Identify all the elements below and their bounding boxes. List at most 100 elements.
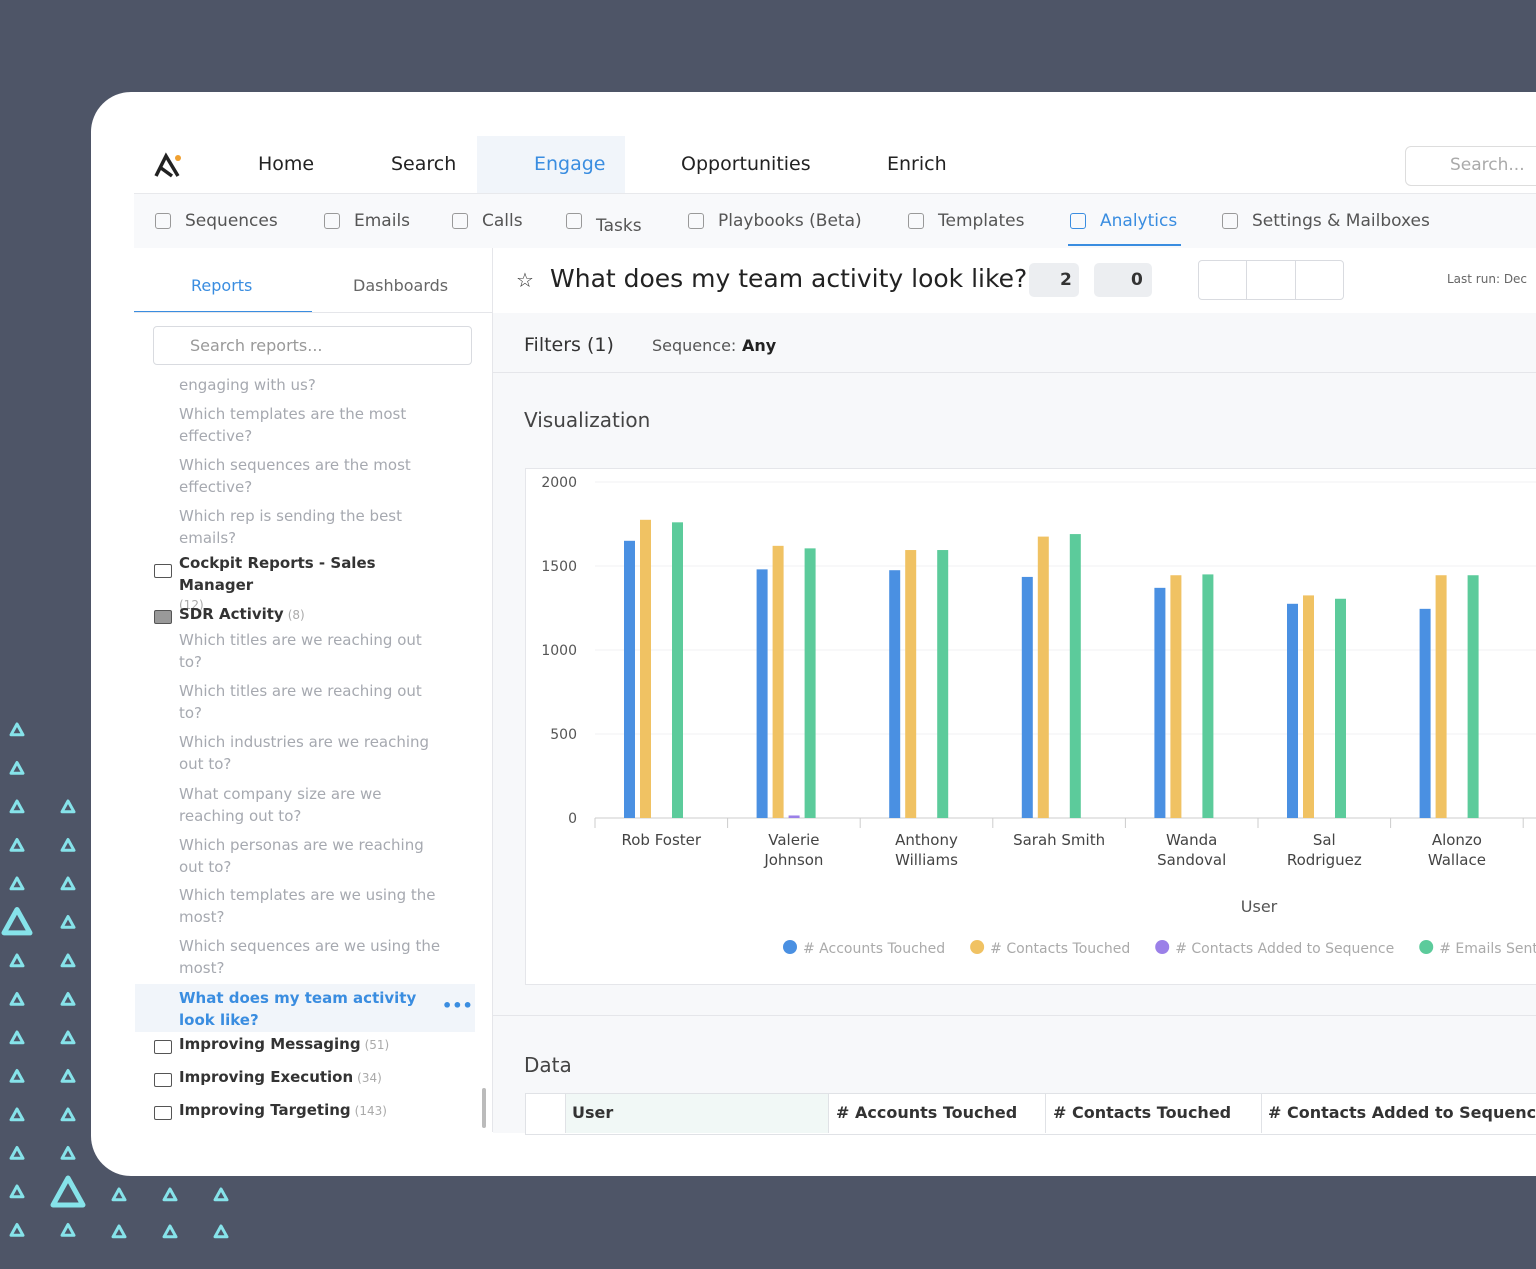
item-text: Which templates are the most effective?: [179, 405, 407, 445]
item-text: What does my team activity look like?: [179, 989, 417, 1029]
report-item[interactable]: Which titles are we reaching out to?: [179, 680, 449, 724]
sidebar-tab[interactable]: Reports: [191, 276, 253, 295]
bar: [772, 545, 784, 818]
search-placeholder: Search...: [1450, 155, 1525, 175]
x-tick-label: Rob Foster: [622, 831, 702, 849]
triangle: [60, 953, 76, 968]
item-text: Improving Execution: [179, 1068, 354, 1086]
triangle: [9, 1184, 25, 1199]
report-item[interactable]: engaging with us?: [179, 374, 449, 396]
nav-item[interactable]: Search: [391, 153, 457, 175]
y-tick-label: 1500: [541, 559, 577, 575]
report-item[interactable]: Which industries are we reaching out to?: [179, 731, 449, 775]
bar: [1202, 574, 1214, 818]
global-search[interactable]: [1405, 146, 1536, 186]
badge-count: 2: [1060, 270, 1072, 290]
item-text: Which sequences are the most effective?: [179, 456, 411, 496]
legend-marker: [970, 940, 985, 954]
subnav-item[interactable]: Templates: [938, 211, 1025, 231]
subnav-item[interactable]: Emails: [354, 211, 411, 231]
cell-border: [565, 1093, 566, 1133]
nav-item[interactable]: Home: [258, 153, 315, 175]
icon: [566, 213, 582, 229]
column-header: # Contacts Added to Sequence: [1268, 1103, 1536, 1122]
report-item[interactable]: Which sequences are the most effective?: [179, 454, 449, 498]
triangle: [9, 722, 25, 737]
legend-label[interactable]: # Contacts Added to Sequence: [1175, 941, 1394, 957]
item-count: (143): [354, 1104, 387, 1118]
triangle: [9, 1223, 25, 1237]
column-header: # Contacts Touched: [1053, 1103, 1232, 1122]
filters-label: Filters (1): [524, 334, 614, 356]
item-count: (8): [287, 608, 305, 622]
report-item[interactable]: Which sequences are we using the most?: [179, 935, 449, 979]
bar: [1021, 576, 1033, 818]
report-item[interactable]: Which rep is sending the best emails?: [179, 505, 449, 549]
y-tick-label: 1000: [541, 643, 577, 659]
report-search[interactable]: [153, 326, 472, 365]
section-title: Visualization: [524, 408, 651, 432]
subnav-item[interactable]: Tasks: [596, 216, 642, 236]
logo: [154, 152, 181, 178]
report-item[interactable]: Improving Execution (34): [179, 1066, 449, 1089]
bar: [1154, 587, 1166, 818]
icon: [1070, 213, 1086, 229]
toolbar-sep: [1295, 260, 1296, 300]
legend-label[interactable]: # Emails Sent: [1439, 941, 1536, 957]
triangle: [1, 907, 33, 936]
search-placeholder: Search reports...: [190, 336, 323, 355]
bar: [937, 550, 949, 818]
nav-item[interactable]: Engage: [534, 153, 606, 175]
legend-label[interactable]: # Contacts Touched: [990, 941, 1130, 957]
icon: [1222, 213, 1238, 229]
x-tick-label: Alonzo Wallace: [1428, 831, 1486, 869]
active-underline: [1068, 244, 1181, 246]
subnav-item[interactable]: Sequences: [185, 211, 278, 231]
folder-icon: [154, 610, 172, 624]
sidebar-border: [492, 248, 493, 1132]
sidebar-tab[interactable]: Dashboards: [353, 276, 449, 295]
cell-border: [1261, 1093, 1262, 1133]
report-item[interactable]: Which titles are we reaching out to?: [179, 629, 449, 673]
icon: [452, 213, 468, 229]
y-tick-label: 0: [568, 811, 577, 827]
nav-item[interactable]: Opportunities: [681, 153, 811, 175]
star-icon[interactable]: ☆: [516, 268, 534, 292]
triangle: [9, 876, 25, 891]
folder-icon: [154, 1073, 172, 1087]
report-item[interactable]: Which personas are we reaching out to?: [179, 834, 449, 878]
report-item[interactable]: Improving Targeting (143): [179, 1099, 449, 1122]
report-item[interactable]: Cockpit Reports - Sales Manager (12): [179, 552, 449, 614]
icon: [155, 213, 171, 229]
more-menu[interactable]: •••: [442, 996, 473, 1015]
triangle: [60, 1030, 76, 1045]
filter-value: Any: [742, 336, 777, 355]
report-item[interactable]: SDR Activity (8): [179, 603, 449, 626]
report-item[interactable]: Which templates are the most effective?: [179, 403, 449, 447]
toolbar[interactable]: [1198, 260, 1344, 300]
item-text: Improving Messaging: [179, 1035, 361, 1053]
divider: [134, 193, 1536, 194]
bar: [889, 570, 901, 818]
item-count: (12): [179, 598, 204, 612]
bar: [804, 548, 816, 818]
bar: [1037, 536, 1049, 818]
nav-item[interactable]: Enrich: [887, 153, 947, 175]
column-header: User: [572, 1103, 614, 1122]
subnav-item[interactable]: Settings & Mailboxes: [1252, 211, 1430, 231]
subnav-item[interactable]: Calls: [482, 211, 523, 231]
subnav-item[interactable]: Analytics: [1100, 211, 1178, 231]
bar: [1335, 598, 1346, 818]
report-title: What does my team activity look like?: [550, 264, 1028, 293]
legend-marker: [1155, 940, 1170, 954]
legend-label[interactable]: # Accounts Touched: [803, 941, 945, 957]
report-item[interactable]: Which templates are we using the most?: [179, 884, 449, 928]
y-tick-label: 2000: [541, 475, 577, 491]
column-header: # Accounts Touched: [836, 1103, 1018, 1122]
triangle: [60, 1223, 76, 1237]
subnav-item[interactable]: Playbooks (Beta): [718, 211, 862, 231]
report-item[interactable]: What company size are we reaching out to…: [179, 783, 449, 827]
item-text: Which industries are we reaching out to?: [179, 733, 430, 773]
report-item[interactable]: What does my team activity look like?: [179, 987, 449, 1031]
report-item[interactable]: Improving Messaging (51): [179, 1033, 449, 1056]
